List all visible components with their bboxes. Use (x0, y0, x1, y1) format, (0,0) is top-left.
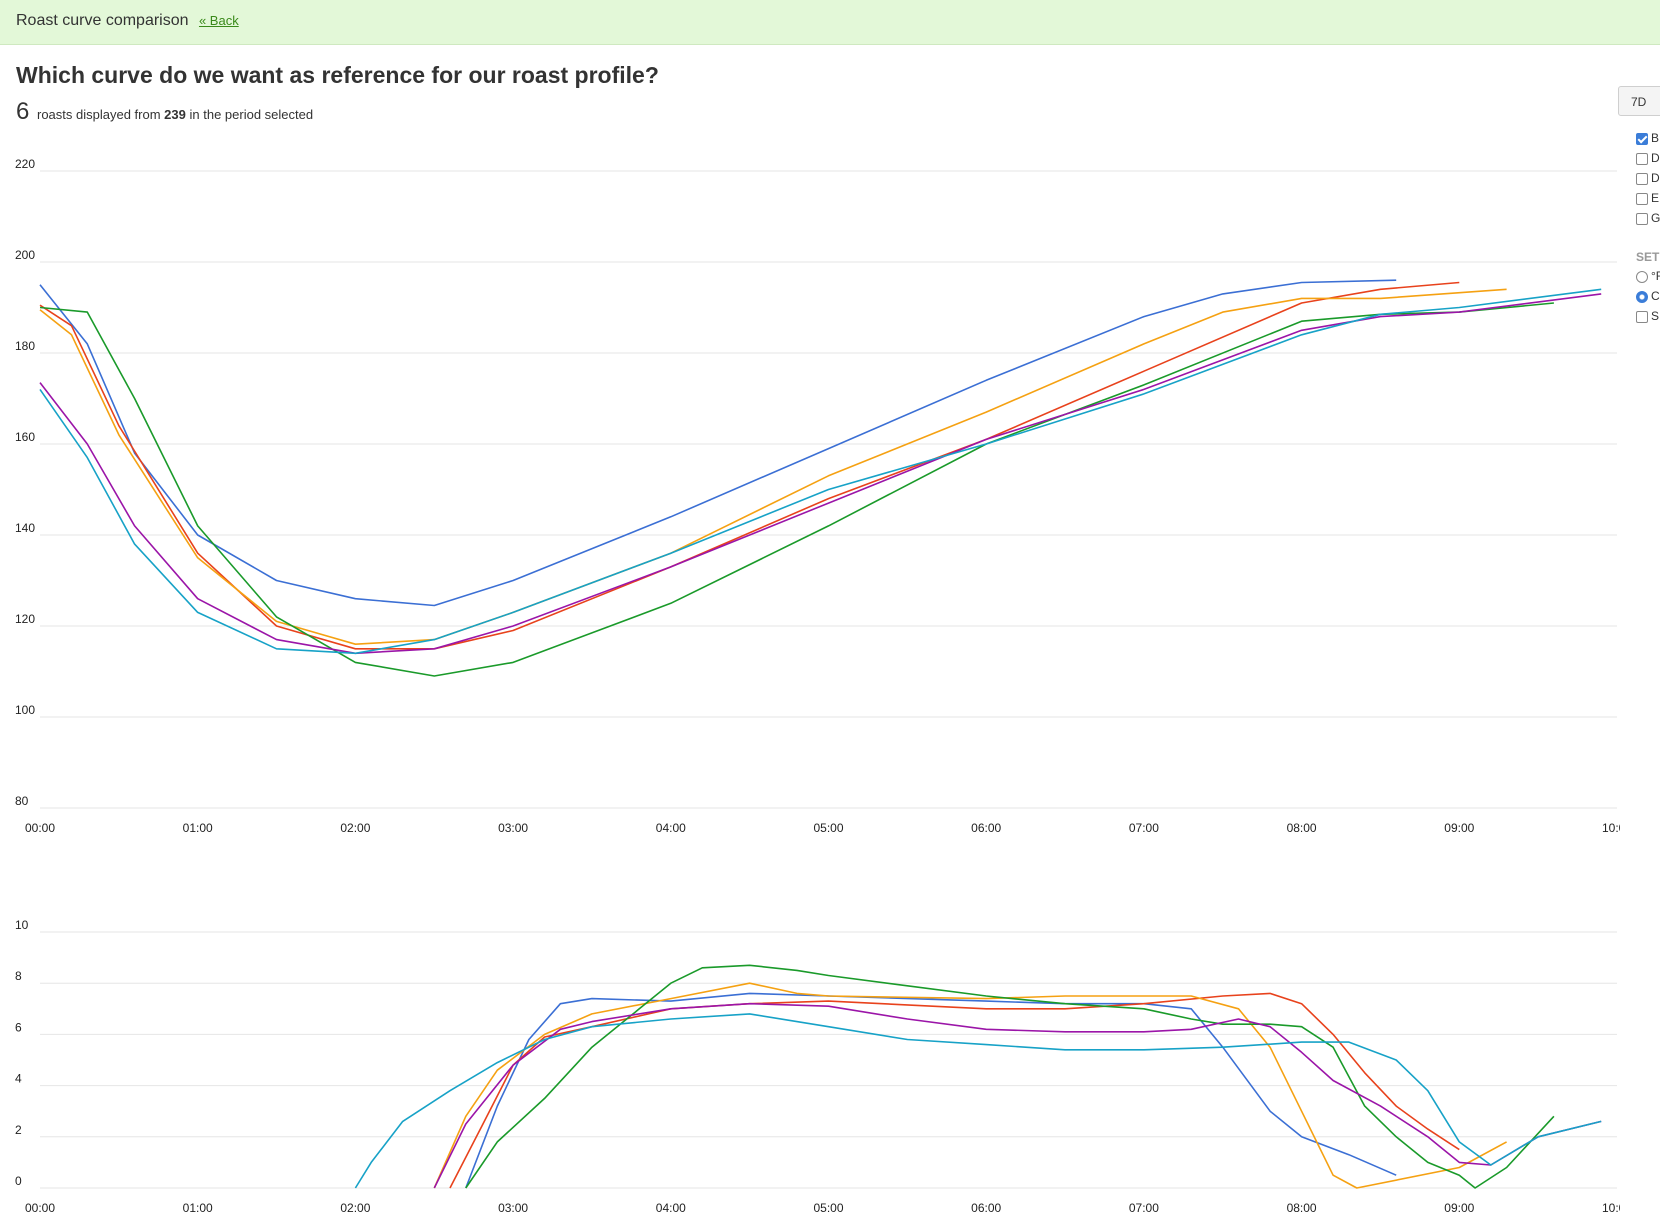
y-tick-label: 0 (15, 1174, 22, 1188)
option-label: D (1651, 151, 1660, 165)
option-checkbox-1[interactable]: B (1636, 130, 1659, 146)
x-tick-label: 04:00 (656, 1201, 686, 1215)
x-tick-label: 06:00 (971, 821, 1001, 835)
option-label: B (1651, 131, 1660, 145)
x-tick-label: 01:00 (183, 821, 213, 835)
y-tick-label: 4 (15, 1072, 22, 1086)
y-tick-label: 6 (15, 1020, 22, 1034)
app-title: Roast curve comparison (16, 12, 189, 29)
x-tick-label: 04:00 (656, 821, 686, 835)
range-7d-button[interactable]: 7D (1618, 86, 1660, 116)
y-tick-label: 8 (15, 969, 22, 983)
option-checkbox-3[interactable]: D (1636, 170, 1660, 186)
option-label: °F (1651, 269, 1660, 283)
x-tick-label: 00:00 (25, 821, 55, 835)
settings-label: SET (1636, 250, 1660, 264)
checkbox-icon[interactable] (1636, 172, 1648, 185)
radio-selected-icon[interactable] (1636, 290, 1648, 303)
checkbox-icon[interactable] (1636, 212, 1648, 225)
y-tick-label: 100 (15, 703, 35, 717)
back-link[interactable]: « Back (198, 13, 239, 28)
series-line (433, 982, 1507, 1189)
x-tick-label: 02:00 (340, 821, 370, 835)
radio-icon[interactable] (1636, 270, 1648, 283)
option-checkbox-s[interactable]: S (1636, 308, 1659, 324)
series-line (39, 293, 1602, 655)
option-label: C (1651, 289, 1660, 303)
y-tick-label: 160 (15, 430, 35, 444)
series-line (39, 279, 1397, 607)
series-line (433, 1002, 1602, 1189)
x-tick-label: 05:00 (813, 1201, 843, 1215)
rate-of-rise-chart: 0 2 4 6 8 10 00:00 01:00 02:00 03:00 04:00 05:00 06:… (15, 918, 1620, 1215)
x-tick-label: 07:00 (1129, 821, 1159, 835)
y-tick-label: 220 (15, 157, 35, 171)
x-tick-label: 03:00 (498, 1201, 528, 1215)
x-tick-label: 08:00 (1287, 821, 1317, 835)
unit-radio-f[interactable]: °F (1636, 268, 1660, 284)
series-line (354, 1013, 1602, 1189)
summary-text-before: roasts displayed from (36, 107, 161, 122)
series-line (39, 302, 1554, 677)
option-label: E (1651, 191, 1660, 205)
checkbox-icon[interactable] (1636, 192, 1648, 205)
series-line (449, 992, 1460, 1189)
temperature-chart: 80 100 120 140 160 180 200 220 00:00 01:00 02:00 03… (15, 157, 1620, 835)
y-tick-label: 140 (15, 521, 35, 535)
y-tick-label: 80 (15, 794, 29, 808)
series-line (39, 281, 1460, 650)
option-checkbox-2[interactable]: D (1636, 150, 1660, 166)
y-tick-label: 180 (15, 339, 35, 353)
checkbox-icon[interactable] (1636, 152, 1648, 165)
x-tick-label: 10:00 (1602, 1201, 1620, 1215)
x-tick-label: 05:00 (813, 821, 843, 835)
checkbox-icon[interactable] (1636, 310, 1648, 323)
y-tick-label: 2 (15, 1123, 22, 1137)
option-label: D (1651, 171, 1660, 185)
y-tick-label: 120 (15, 612, 35, 626)
x-tick-label: 07:00 (1129, 1201, 1159, 1215)
page-heading: Which curve do we want as reference for … (16, 62, 659, 88)
series-line (39, 288, 1507, 646)
option-label: S (1651, 309, 1660, 323)
x-tick-label: 10:00 (1602, 821, 1620, 835)
checkbox-checked-icon[interactable] (1636, 132, 1648, 145)
roast-summary: 6 roasts displayed from 239 in the perio… (16, 98, 313, 126)
x-tick-label: 03:00 (498, 821, 528, 835)
series-line (465, 964, 1555, 1189)
y-tick-label: 200 (15, 248, 35, 262)
series-line (465, 992, 1397, 1189)
x-tick-label: 08:00 (1287, 1201, 1317, 1215)
option-checkbox-4[interactable]: E (1636, 190, 1659, 206)
x-tick-label: 02:00 (340, 1201, 370, 1215)
option-checkbox-5[interactable]: G (1636, 210, 1660, 226)
app-title-wrap: Roast curve comparison « Back (16, 12, 239, 30)
x-tick-label: 06:00 (971, 1201, 1001, 1215)
top-bar: Roast curve comparison « Back (0, 0, 1660, 45)
series-line (39, 288, 1602, 655)
summary-text-after: in the period selected (189, 107, 314, 122)
roast-total: 239 (164, 107, 186, 122)
x-tick-label: 09:00 (1444, 821, 1474, 835)
roast-count: 6 (16, 98, 30, 125)
option-label: G (1651, 211, 1660, 225)
x-tick-label: 01:00 (183, 1201, 213, 1215)
x-tick-label: 09:00 (1444, 1201, 1474, 1215)
x-tick-label: 00:00 (25, 1201, 55, 1215)
y-tick-label: 10 (15, 918, 29, 932)
unit-radio-c[interactable]: C (1636, 288, 1660, 304)
